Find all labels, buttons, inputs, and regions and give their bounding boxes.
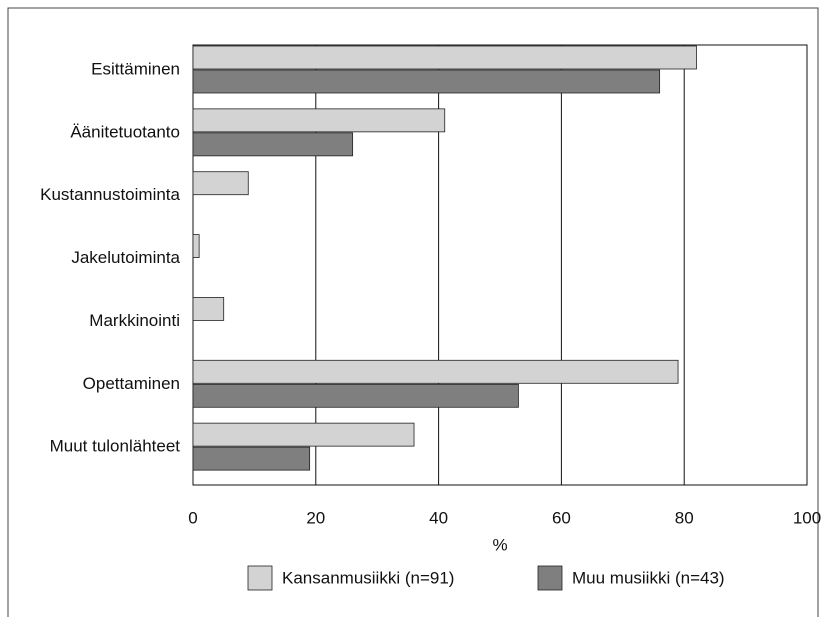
x-tick-label: 100 (793, 508, 821, 527)
bar (192, 422, 415, 447)
x-tick-label: 0 (188, 508, 197, 527)
bar (192, 234, 200, 258)
frame (7, 7, 819, 617)
x-tick-label: 80 (675, 508, 694, 527)
x-tick-label: 40 (429, 508, 448, 527)
bar (192, 446, 311, 471)
y-tick-label: Esittäminen (91, 59, 180, 78)
legend-label: Kansanmusiikki (n=91) (282, 568, 454, 587)
bar (192, 45, 697, 70)
y-tick-label: Kustannustoiminta (40, 185, 180, 204)
bar (192, 297, 225, 321)
x-tick-label: 20 (306, 508, 325, 527)
bar (192, 108, 446, 133)
y-tick-label: Muut tulonlähteet (50, 437, 181, 456)
x-axis-label: % (492, 535, 507, 554)
bar (192, 132, 354, 157)
bar (192, 69, 661, 94)
legend-swatch (247, 565, 273, 591)
y-tick-label: Jakelutoiminta (71, 248, 180, 267)
y-tick-label: Markkinointi (89, 311, 180, 330)
legend-swatch (537, 565, 563, 591)
y-tick-label: Opettaminen (83, 374, 180, 393)
y-tick-label: Äänitetuotanto (70, 122, 180, 141)
legend-label: Muu musiikki (n=43) (572, 568, 725, 587)
bar (192, 359, 679, 384)
bar (192, 383, 519, 408)
x-tick-label: 60 (552, 508, 571, 527)
bar (192, 171, 249, 196)
